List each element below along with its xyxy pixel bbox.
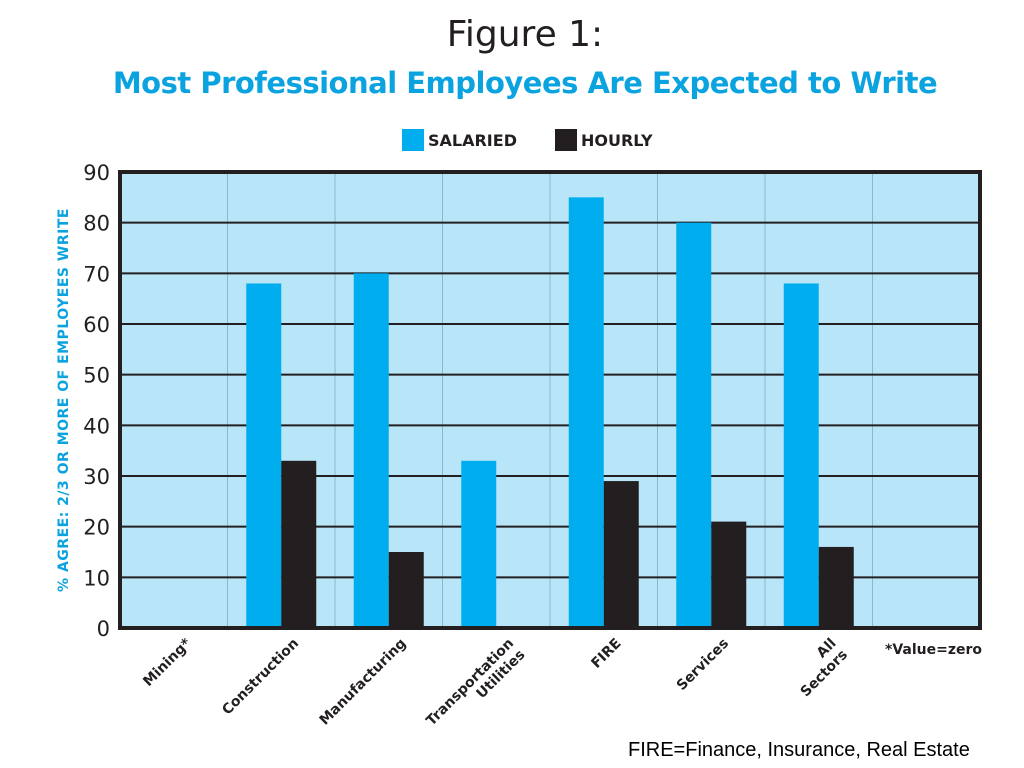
x-tick-label: TransportationUtilities [423,636,528,741]
bar-hourly [711,521,747,628]
bar-hourly [388,552,424,628]
y-tick-label: 80 [83,212,110,236]
x-tick-label: FIRE [588,636,624,672]
x-tick-label: Manufacturing [317,636,410,729]
y-tick-label: 20 [83,516,110,540]
x-tick-label: AllSectors [786,636,851,701]
y-tick-label: 50 [83,364,110,388]
bar-hourly [818,546,854,628]
y-tick-label: 40 [83,414,110,438]
bar-salaried [568,197,604,629]
y-tick-label: 90 [83,161,110,185]
footnote: FIRE=Finance, Insurance, Real Estate [628,739,970,761]
x-tick-label: Construction [219,636,302,719]
bar-salaried [461,460,497,628]
bar-salaried [676,222,712,628]
y-tick-label: 10 [83,566,110,590]
legend-item-salaried: SALARIED [402,129,517,151]
legend-label-hourly: HOURLY [580,130,653,150]
y-tick-label: 0 [97,617,110,641]
bar-hourly [281,460,317,628]
legend-swatch-salaried [402,129,424,151]
bar-salaried [353,273,389,628]
y-tick-label: 60 [83,313,110,337]
bar-hourly [603,481,639,628]
chart-title: Most Professional Employees Are Expected… [112,66,938,100]
y-tick-label: 30 [83,465,110,489]
legend: SALARIED HOURLY [402,128,691,152]
y-tick-label: 70 [83,262,110,286]
legend-item-hourly: HOURLY [554,129,653,151]
annotation-value-zero: *Value=zero [885,642,982,658]
legend-swatch-hourly [554,129,577,151]
legend-label-salaried: SALARIED [428,130,517,150]
plot-frame [118,170,982,630]
figure-label: Figure 1: [446,14,604,55]
bar-salaried [783,283,819,628]
bar-salaried [246,283,282,628]
x-tick-label: Services [674,636,732,694]
y-axis-label: % AGREE: 2/3 OR MORE OF EMPLOYEES WRITE [56,208,72,592]
x-tick-label: Mining* [140,635,195,690]
